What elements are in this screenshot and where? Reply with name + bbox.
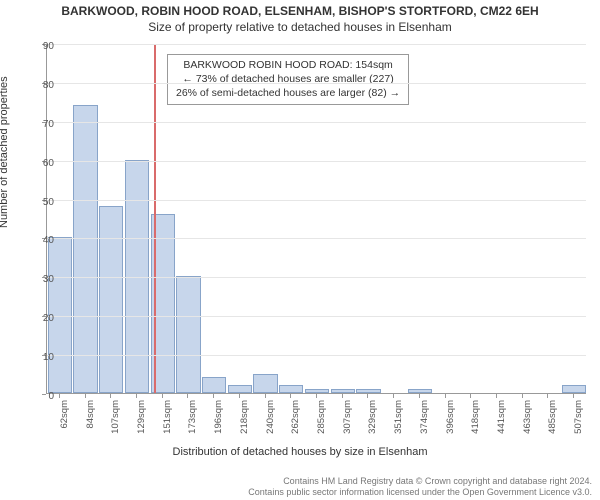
x-tick-label: 84sqm bbox=[85, 400, 96, 450]
chart-area: Number of detached properties BARKWOOD R… bbox=[0, 38, 600, 468]
annotation-line1: BARKWOOD ROBIN HOOD ROAD: 154sqm bbox=[176, 58, 400, 72]
x-axis-label: Distribution of detached houses by size … bbox=[0, 446, 600, 458]
x-tick-label: 307sqm bbox=[342, 400, 353, 450]
x-tick-label: 418sqm bbox=[470, 400, 481, 450]
bar bbox=[408, 389, 432, 393]
x-tick-mark bbox=[265, 394, 266, 398]
x-tick-label: 173sqm bbox=[187, 400, 198, 450]
x-tick-mark bbox=[239, 394, 240, 398]
x-tick-label: 218sqm bbox=[239, 400, 250, 450]
bar bbox=[99, 206, 123, 393]
y-tick-label: 40 bbox=[14, 235, 54, 241]
threshold-line bbox=[154, 44, 156, 393]
x-tick-label: 62sqm bbox=[59, 400, 70, 450]
gridline bbox=[47, 161, 586, 162]
x-tick-label: 285sqm bbox=[316, 400, 327, 450]
x-tick-label: 196sqm bbox=[213, 400, 224, 450]
gridline bbox=[47, 355, 586, 356]
y-tick-label: 80 bbox=[14, 80, 54, 86]
x-tick-mark bbox=[393, 394, 394, 398]
x-tick-mark bbox=[419, 394, 420, 398]
bar bbox=[305, 389, 329, 393]
x-tick-mark bbox=[367, 394, 368, 398]
x-tick-label: 107sqm bbox=[110, 400, 121, 450]
x-tick-mark bbox=[290, 394, 291, 398]
y-tick-label: 90 bbox=[14, 41, 54, 47]
title-address: BARKWOOD, ROBIN HOOD ROAD, ELSENHAM, BIS… bbox=[0, 4, 600, 18]
bar bbox=[279, 385, 303, 393]
x-tick-mark bbox=[342, 394, 343, 398]
x-tick-label: 507sqm bbox=[573, 400, 584, 450]
y-tick-label: 60 bbox=[14, 158, 54, 164]
x-tick-label: 485sqm bbox=[547, 400, 558, 450]
gridline bbox=[47, 238, 586, 239]
gridline bbox=[47, 277, 586, 278]
x-tick-mark bbox=[470, 394, 471, 398]
footer-line2: Contains public sector information licen… bbox=[248, 487, 592, 498]
bar bbox=[125, 160, 149, 393]
title-subtitle: Size of property relative to detached ho… bbox=[0, 20, 600, 34]
x-tick-mark bbox=[110, 394, 111, 398]
x-tick-mark bbox=[136, 394, 137, 398]
x-tick-mark bbox=[445, 394, 446, 398]
y-tick-label: 70 bbox=[14, 119, 54, 125]
bar bbox=[73, 105, 97, 393]
x-tick-mark bbox=[187, 394, 188, 398]
y-tick-label: 0 bbox=[14, 391, 54, 397]
x-tick-label: 441sqm bbox=[496, 400, 507, 450]
bar bbox=[562, 385, 586, 393]
x-tick-mark bbox=[547, 394, 548, 398]
footer-attribution: Contains HM Land Registry data © Crown c… bbox=[248, 476, 592, 499]
x-tick-label: 463sqm bbox=[522, 400, 533, 450]
x-tick-label: 374sqm bbox=[419, 400, 430, 450]
y-tick-label: 20 bbox=[14, 313, 54, 319]
gridline bbox=[47, 316, 586, 317]
annotation-line3: 26% of semi-detached houses are larger (… bbox=[176, 86, 400, 100]
x-tick-mark bbox=[522, 394, 523, 398]
x-tick-mark bbox=[573, 394, 574, 398]
x-tick-label: 151sqm bbox=[162, 400, 173, 450]
x-tick-label: 262sqm bbox=[290, 400, 301, 450]
gridline bbox=[47, 44, 586, 45]
x-tick-mark bbox=[316, 394, 317, 398]
footer-line1: Contains HM Land Registry data © Crown c… bbox=[248, 476, 592, 487]
bar bbox=[331, 389, 355, 393]
x-tick-mark bbox=[59, 394, 60, 398]
y-axis-label: Number of detached properties bbox=[0, 76, 10, 228]
x-tick-label: 396sqm bbox=[445, 400, 456, 450]
y-tick-label: 50 bbox=[14, 197, 54, 203]
x-tick-label: 351sqm bbox=[393, 400, 404, 450]
x-tick-label: 240sqm bbox=[265, 400, 276, 450]
x-tick-label: 329sqm bbox=[367, 400, 378, 450]
x-tick-mark bbox=[85, 394, 86, 398]
gridline bbox=[47, 200, 586, 201]
x-tick-mark bbox=[496, 394, 497, 398]
annotation-box: BARKWOOD ROBIN HOOD ROAD: 154sqm ← 73% o… bbox=[167, 54, 409, 105]
gridline bbox=[47, 83, 586, 84]
bar bbox=[202, 377, 226, 393]
bar bbox=[356, 389, 380, 393]
y-tick-label: 30 bbox=[14, 274, 54, 280]
bar bbox=[176, 276, 200, 393]
plot-region: BARKWOOD ROBIN HOOD ROAD: 154sqm ← 73% o… bbox=[46, 44, 586, 394]
gridline bbox=[47, 122, 586, 123]
y-tick-label: 10 bbox=[14, 352, 54, 358]
bar bbox=[228, 385, 252, 393]
title-block: BARKWOOD, ROBIN HOOD ROAD, ELSENHAM, BIS… bbox=[0, 0, 600, 34]
x-tick-mark bbox=[213, 394, 214, 398]
bar bbox=[253, 374, 277, 393]
x-tick-label: 129sqm bbox=[136, 400, 147, 450]
x-tick-mark bbox=[162, 394, 163, 398]
annotation-line2: ← 73% of detached houses are smaller (22… bbox=[176, 72, 400, 86]
